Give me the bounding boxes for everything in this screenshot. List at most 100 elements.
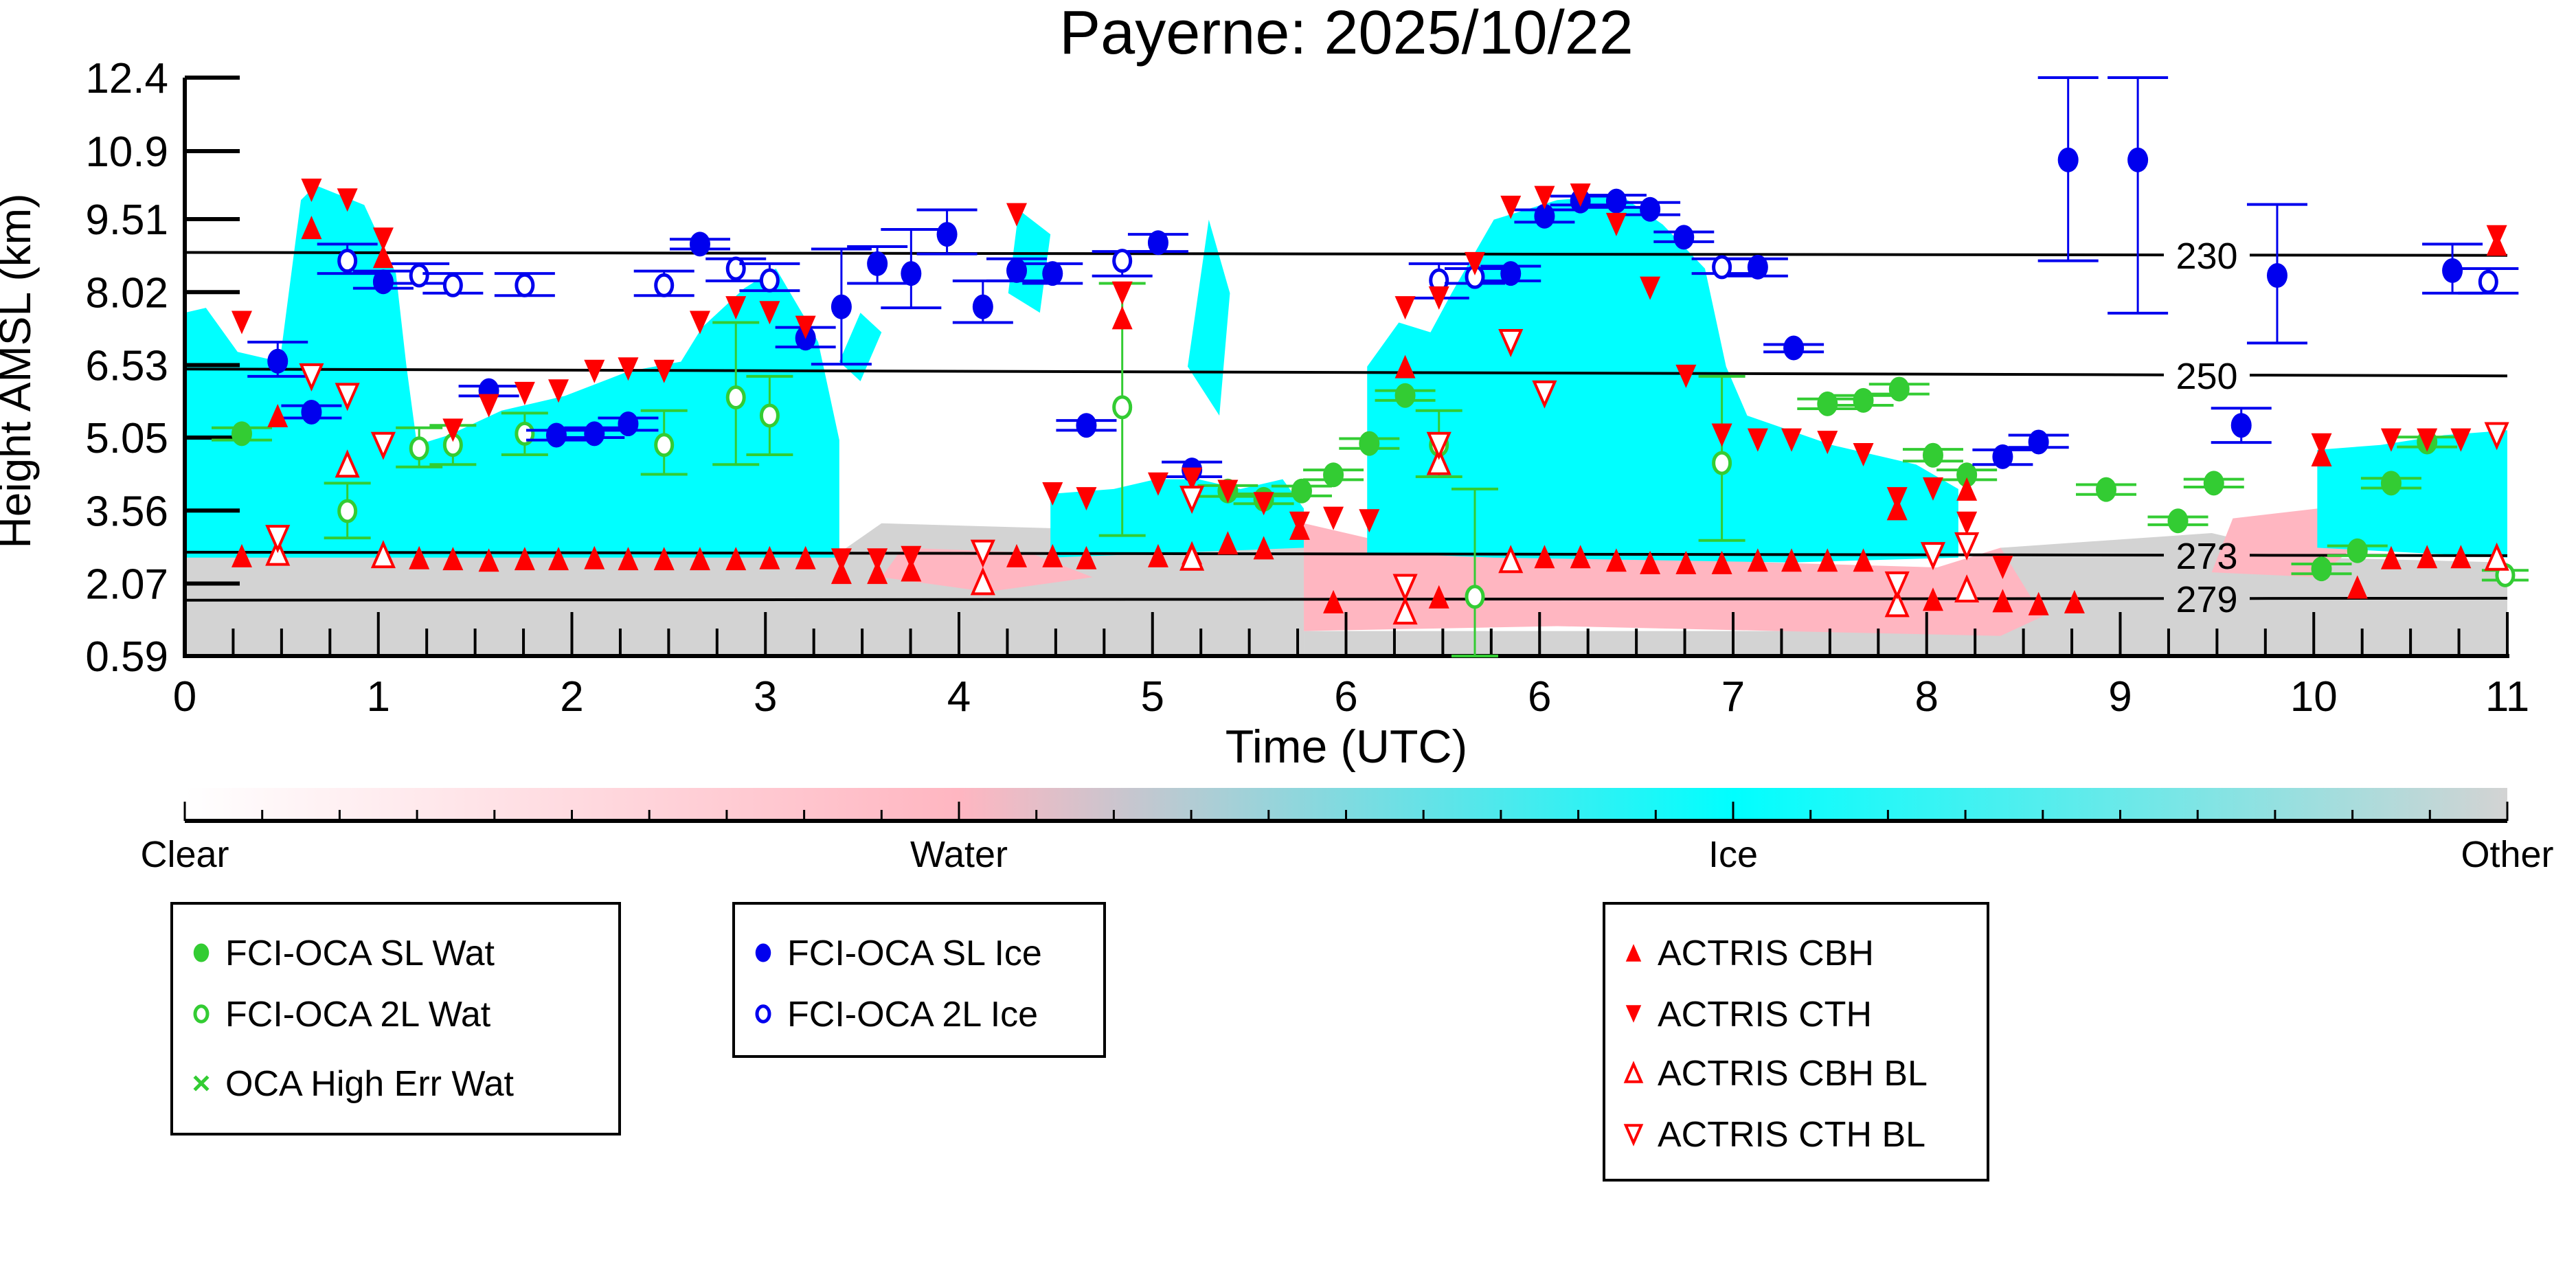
actris-cbh-point (1217, 531, 1239, 555)
actris-cbh-bl-point (1426, 447, 1451, 475)
actris-cth-bl-point (1498, 328, 1524, 357)
actris-cbh-bl-point (335, 449, 360, 478)
fci-oca-2l-ice-point (725, 256, 746, 281)
fci-oca-sl-ice-legend-icon (755, 943, 771, 962)
colorbar-label-ice: Ice (1708, 834, 1758, 875)
actris-cbh-legend-icon (1625, 944, 1642, 962)
legend-label: FCI-OCA 2L Ice (787, 995, 1038, 1035)
cloud-mask-ice (1367, 195, 1958, 563)
actris-cbh-bl-point (1498, 545, 1524, 574)
fci-oca-sl-wat-point (1853, 387, 1874, 413)
actris-cbh-point (1640, 550, 1661, 574)
actris-cth-bl-point (299, 363, 324, 392)
fci-oca-sl-ice-point (972, 294, 993, 319)
fci-oca-sl-ice-point (936, 222, 958, 247)
y-tick-label: 10.9 (85, 128, 168, 176)
actris-cbh-point (1605, 548, 1627, 572)
actris-cth-point (795, 315, 816, 339)
actris-cth-point (548, 379, 569, 403)
actris-cth-point (2380, 428, 2402, 452)
fci-oca-sl-ice-point (1783, 335, 1805, 361)
legend-item: ACTRIS CTH BL (1623, 1115, 1925, 1155)
actris-cth-point (1147, 472, 1168, 496)
actris-cbh-point (1042, 543, 1063, 567)
actris-cth-bl-point (335, 383, 360, 411)
fci-oca-2l-ice-point (654, 273, 675, 297)
isotherm-line (184, 597, 2165, 602)
actris-cth-bl-point (1179, 486, 1205, 515)
cloud-phase-mask (185, 185, 2507, 656)
legend-label: FCI-OCA SL Ice (787, 934, 1042, 973)
x-tick-label: 6 (1528, 673, 1551, 721)
actris-cth-bl-point (1532, 380, 1557, 409)
x-axis-label: Time (UTC) (1225, 721, 1468, 773)
isotherm-label: 230 (2176, 236, 2237, 277)
fci-oca-2l-ice-point (759, 268, 780, 293)
actris-cth-legend-icon (1625, 1005, 1642, 1023)
actris-cbh-point (1992, 589, 2013, 613)
fci-oca-sl-wat-point (2311, 556, 2332, 582)
actris-cbh-point (2380, 545, 2402, 569)
cloud-mask-ice (2317, 430, 2507, 558)
isotherm-line (2249, 374, 2508, 378)
actris-cth-bl-point (1954, 532, 1980, 561)
y-tick-label: 8.02 (85, 269, 168, 317)
actris-cth-point (1464, 251, 1485, 275)
isotherm-label: 250 (2176, 356, 2237, 397)
actris-cbh-point (1111, 306, 1133, 330)
actris-cbh-point (584, 545, 605, 569)
actris-cth-point (1006, 203, 1028, 227)
legend-item: FCI-OCA SL Wat (193, 934, 495, 973)
fci-oca-2l-ice-point (442, 273, 463, 297)
cloud-mask-ice (1050, 479, 1304, 558)
actris-cth-point (1675, 364, 1697, 388)
cloud-mask-water (881, 547, 1093, 592)
fci-oca-sl-ice-point (2057, 147, 2079, 172)
actris-cbh-bl-point (1884, 589, 1910, 618)
actris-cbh-bl-point (1179, 542, 1205, 571)
actris-cbh-point (1253, 536, 1274, 560)
fci-oca-sl-ice-point (1534, 203, 1555, 229)
actris-cbh-point (689, 547, 710, 571)
legend-frame (170, 902, 621, 1136)
actris-cth-bl-point (370, 431, 396, 460)
fci-oca-2l-ice-point (1712, 255, 1732, 280)
actris-cbh-point (1956, 477, 1978, 501)
fci-oca-sl-wat-point (2347, 538, 2368, 563)
legend-item: FCI-OCA 2L Wat (193, 995, 491, 1035)
actris-cbh-bl-point (1392, 596, 1418, 625)
actris-cth-point (725, 296, 747, 320)
fci-oca-sl-wat-point (2096, 477, 2117, 502)
fci-oca-2l-wat-point (1712, 451, 1732, 475)
actris-cbh-point (409, 545, 430, 569)
fci-oca-2l-ice-point (409, 263, 429, 288)
y-tick-label: 9.51 (85, 196, 168, 244)
fci-oca-2l-wat-legend-icon (193, 1004, 210, 1024)
fci-oca-sl-ice-point (1147, 230, 1168, 256)
fci-oca-sl-ice-point (867, 251, 888, 276)
actris-cbh-point (1394, 354, 1416, 379)
actris-cth-bl-legend-icon (1623, 1124, 1644, 1146)
colorbar-label-water: Water (910, 834, 1008, 875)
actris-cth-point (689, 310, 710, 335)
fci-oca-sl-ice-point (689, 231, 710, 257)
actris-cth-point (1956, 511, 1978, 535)
legend-label: ACTRIS CTH (1658, 995, 1872, 1035)
fci-oca-2l-wat-point (337, 499, 358, 523)
fci-oca-sl-ice-point (2442, 258, 2463, 283)
x-tick-label: 3 (754, 673, 777, 721)
actris-cth-point (1076, 487, 1097, 511)
legend-box-2: FCI-OCA SL Ice FCI-OCA 2L Ice (732, 902, 1106, 1058)
y-tick-label: 12.4 (85, 55, 168, 102)
actris-cbh-point (1817, 548, 1838, 572)
fci-oca-sl-wat-point (1291, 478, 1312, 504)
actris-cbh-point (1570, 545, 1591, 569)
fci-oca-sl-wat-point (2167, 508, 2189, 534)
actris-cbh-point (795, 545, 816, 569)
actris-cth-point (1640, 276, 1661, 300)
x-tick-label: 4 (947, 673, 971, 721)
fci-oca-sl-ice-point (372, 269, 394, 295)
fci-oca-2l-ice-point (2478, 269, 2498, 294)
actris-cth-point (301, 178, 322, 202)
actris-cth-bl-point (970, 539, 995, 568)
